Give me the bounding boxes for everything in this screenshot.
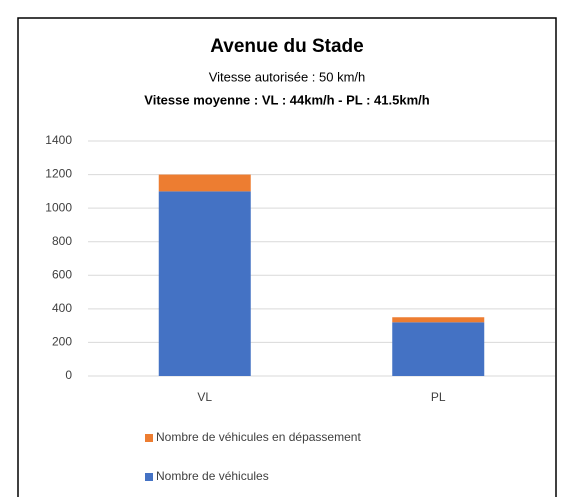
- bar-segment: [158, 174, 251, 192]
- bar-segment: [392, 322, 485, 376]
- y-tick-label: 400: [52, 301, 72, 315]
- chart-subtitle: Vitesse autorisée : 50 km/h: [209, 69, 366, 84]
- y-tick-label: 800: [52, 234, 72, 248]
- x-tick-label: PL: [431, 390, 446, 404]
- y-tick-label: 1200: [45, 167, 72, 181]
- y-tick-label: 600: [52, 267, 72, 281]
- legend-swatch: [145, 473, 153, 481]
- chart-title: Avenue du Stade: [210, 36, 363, 57]
- bar-segment: [392, 317, 485, 323]
- chart-frame: [17, 17, 557, 497]
- bar-segment: [158, 191, 251, 376]
- y-tick-label: 200: [52, 335, 72, 349]
- y-tick-label: 0: [65, 368, 72, 382]
- legend-label: Nombre de véhicules: [156, 469, 269, 483]
- y-tick-label: 1400: [45, 133, 72, 147]
- legend-swatch: [145, 434, 153, 442]
- x-tick-label: VL: [197, 390, 212, 404]
- legend-label: Nombre de véhicules en dépassement: [156, 430, 361, 444]
- y-tick-label: 1000: [45, 200, 72, 214]
- chart-subtitle: Vitesse moyenne : VL : 44km/h - PL : 41.…: [144, 92, 429, 107]
